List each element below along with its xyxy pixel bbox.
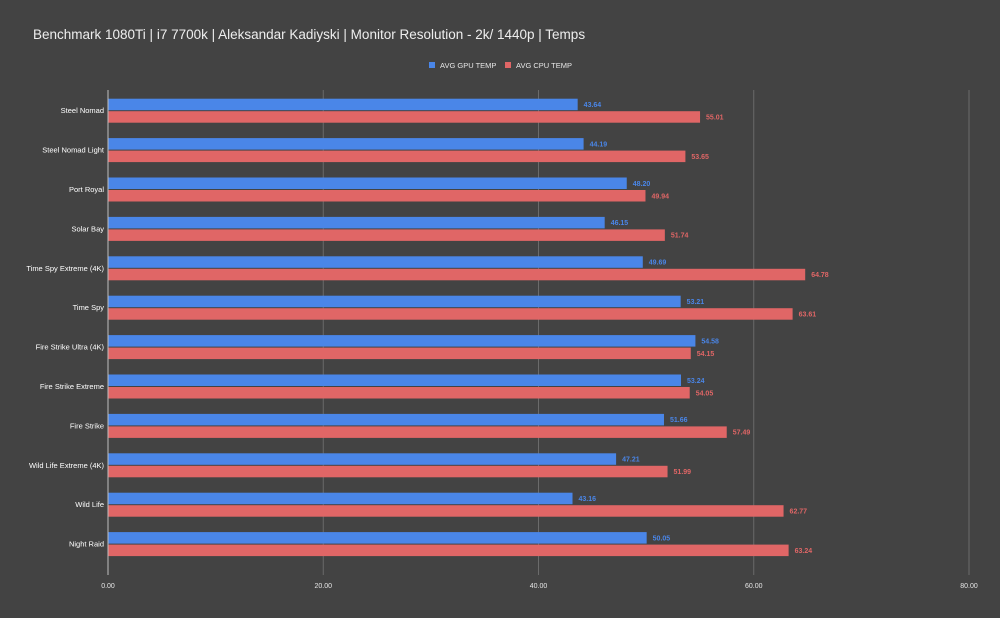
gpu-bar: [108, 295, 681, 308]
cpu-data-label: 64.78: [811, 272, 829, 279]
gpu-data-label: 51.66: [670, 417, 688, 424]
cpu-bar: [108, 387, 690, 399]
cpu-data-label: 63.24: [795, 548, 813, 555]
category-label: Solar Bay: [71, 224, 104, 233]
category-label: Steel Nomad Light: [42, 146, 105, 155]
legend: AVG GPU TEMP AVG CPU TEMP: [429, 61, 572, 70]
category-label: Wild Life Extreme (4K): [29, 461, 105, 470]
x-tick-label: 60.00: [745, 583, 763, 590]
category-label: Time Spy: [73, 303, 105, 312]
x-tick-label: 0.00: [101, 583, 115, 590]
gpu-data-label: 43.16: [579, 496, 597, 503]
cpu-data-label: 63.61: [799, 311, 817, 318]
cpu-data-label: 51.74: [671, 233, 689, 240]
gpu-data-label: 53.21: [687, 299, 705, 306]
cpu-data-label: 55.01: [706, 114, 724, 121]
gpu-bar: [108, 335, 696, 347]
gpu-bar: [108, 177, 627, 189]
cpu-bar: [108, 347, 691, 360]
x-tick-label: 40.00: [530, 583, 548, 590]
legend-label-cpu: AVG CPU TEMP: [516, 61, 572, 70]
gpu-bar: [108, 216, 605, 229]
bars: [108, 98, 806, 557]
cpu-data-label: 54.05: [696, 390, 714, 397]
legend-swatch-cpu: [505, 62, 511, 68]
labels: Steel Nomad 43.64 55.01 Steel Nomad Light 44…: [26, 102, 828, 555]
gpu-data-label: 46.15: [611, 220, 629, 227]
gpu-data-label: 50.05: [653, 535, 671, 542]
category-label: Port Royal: [69, 185, 104, 194]
axes: 0.00 20.00 40.00 60.00 80.00: [101, 90, 978, 590]
category-label: Fire Strike Ultra (4K): [36, 343, 105, 352]
gpu-bar: [108, 256, 643, 268]
gpu-bar: [108, 138, 584, 150]
cpu-data-label: 53.65: [691, 154, 709, 161]
cpu-data-label: 49.94: [651, 193, 669, 200]
category-label: Fire Strike: [70, 421, 104, 430]
gpu-data-label: 49.69: [649, 260, 667, 267]
cpu-bar: [108, 426, 727, 438]
cpu-bar: [108, 465, 668, 478]
gpu-bar: [108, 374, 681, 386]
cpu-data-label: 62.77: [790, 508, 808, 515]
cpu-bar: [108, 268, 806, 281]
x-tick-label: 20.00: [314, 583, 332, 590]
gpu-data-label: 54.58: [701, 338, 719, 345]
cpu-bar: [108, 150, 686, 163]
gpu-data-label: 43.64: [584, 102, 602, 109]
gpu-bar: [108, 413, 664, 426]
gpu-bar: [108, 453, 617, 465]
chart-title: Benchmark 1080Ti | i7 7700k | Aleksandar…: [33, 27, 585, 42]
gpu-bar: [108, 98, 578, 111]
cpu-bar: [108, 544, 789, 557]
cpu-bar: [108, 229, 665, 241]
cpu-data-label: 54.15: [697, 351, 715, 358]
cpu-bar: [108, 505, 784, 517]
gpu-bar: [108, 532, 647, 544]
gpu-data-label: 48.20: [633, 181, 651, 188]
category-label: Time Spy Extreme (4K): [26, 264, 104, 273]
cpu-bar: [108, 190, 646, 202]
category-label: Wild Life: [75, 500, 104, 509]
category-label: Steel Nomad: [61, 106, 104, 115]
gpu-data-label: 53.24: [687, 378, 705, 385]
cpu-bar: [108, 111, 701, 123]
legend-label-gpu: AVG GPU TEMP: [440, 61, 496, 70]
category-label: Night Raid: [69, 540, 104, 549]
gpu-data-label: 44.19: [590, 141, 608, 148]
category-label: Fire Strike Extreme: [40, 382, 104, 391]
legend-swatch-gpu: [429, 62, 435, 68]
cpu-data-label: 57.49: [733, 430, 751, 437]
gpu-bar: [108, 492, 573, 505]
gpu-data-label: 47.21: [622, 457, 640, 464]
cpu-data-label: 51.99: [674, 469, 692, 476]
x-tick-label: 80.00: [960, 583, 978, 590]
cpu-bar: [108, 308, 793, 320]
